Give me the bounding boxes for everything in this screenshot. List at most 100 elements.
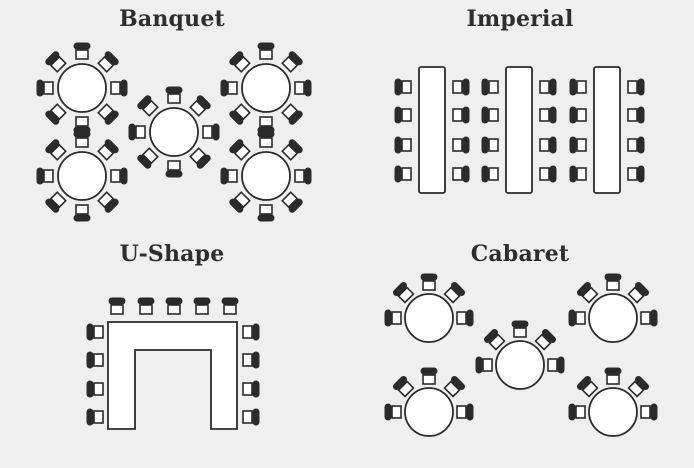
chair	[73, 204, 91, 222]
chair	[45, 51, 67, 73]
chair	[242, 323, 260, 341]
chair	[189, 147, 211, 169]
chair	[475, 356, 493, 374]
chair	[394, 165, 412, 183]
chair	[257, 130, 275, 148]
chair	[539, 106, 557, 124]
round-table	[57, 63, 107, 113]
cabaret-table	[568, 273, 658, 343]
imperial-layout	[394, 66, 645, 194]
chair	[137, 147, 159, 169]
chair	[534, 328, 557, 351]
chair	[165, 86, 183, 104]
chair	[452, 78, 470, 96]
chair	[73, 42, 91, 60]
round-table	[404, 293, 454, 343]
chair	[394, 78, 412, 96]
chair	[36, 79, 54, 97]
chair	[392, 375, 415, 398]
chair	[242, 380, 260, 398]
banquet-table	[36, 42, 128, 134]
chair	[229, 103, 251, 125]
chair	[627, 165, 645, 183]
chair	[627, 136, 645, 154]
long-table	[505, 66, 533, 194]
chair	[86, 380, 104, 398]
chair	[281, 103, 303, 125]
ushape-layout	[86, 297, 260, 430]
round-table	[404, 387, 454, 437]
chair	[481, 106, 499, 124]
chair	[481, 165, 499, 183]
chair	[452, 165, 470, 183]
round-table	[241, 151, 291, 201]
chair	[45, 191, 67, 213]
chair	[627, 375, 650, 398]
round-table	[495, 340, 545, 390]
chair	[392, 281, 415, 304]
chair	[539, 78, 557, 96]
chair	[443, 375, 466, 398]
chair	[456, 309, 474, 327]
u-shaped-table	[107, 321, 238, 430]
chair	[569, 136, 587, 154]
chair	[242, 351, 260, 369]
chair	[627, 106, 645, 124]
chair	[110, 79, 128, 97]
chair	[294, 167, 312, 185]
chair	[640, 309, 658, 327]
chair	[481, 78, 499, 96]
round-table	[149, 107, 199, 157]
chair	[281, 139, 303, 161]
chair	[97, 51, 119, 73]
chair	[569, 165, 587, 183]
chair	[384, 403, 402, 421]
cabaret-table	[475, 320, 565, 390]
cabaret-table	[384, 367, 474, 437]
chair	[420, 367, 438, 385]
chair	[452, 136, 470, 154]
chair	[539, 136, 557, 154]
chair	[568, 309, 586, 327]
banquet-table	[220, 130, 312, 222]
cabaret-title: Cabaret	[470, 241, 570, 267]
chair	[45, 139, 67, 161]
chair	[73, 130, 91, 148]
long-table	[418, 66, 446, 194]
round-table	[588, 293, 638, 343]
chair	[86, 408, 104, 426]
round-table	[588, 387, 638, 437]
chair	[110, 167, 128, 185]
chair	[569, 78, 587, 96]
chair	[394, 136, 412, 154]
chair	[604, 367, 622, 385]
chair	[137, 297, 155, 315]
imperial-table-group	[481, 66, 557, 194]
round-table	[241, 63, 291, 113]
banquet-layout	[36, 42, 312, 222]
round-table	[57, 151, 107, 201]
chair	[221, 297, 239, 315]
chair	[189, 95, 211, 117]
chair	[568, 403, 586, 421]
chair	[384, 309, 402, 327]
chair	[547, 356, 565, 374]
banquet-table	[220, 42, 312, 134]
chair	[456, 403, 474, 421]
long-table	[593, 66, 621, 194]
chair	[137, 95, 159, 117]
banquet-title: Banquet	[119, 6, 225, 32]
chair	[86, 323, 104, 341]
chair	[394, 106, 412, 124]
chair	[229, 139, 251, 161]
chair	[452, 106, 470, 124]
chair	[73, 116, 91, 134]
chair	[97, 139, 119, 161]
imperial-table-group	[569, 66, 645, 194]
chair	[627, 78, 645, 96]
chair	[281, 51, 303, 73]
chair	[229, 191, 251, 213]
chair	[576, 281, 599, 304]
